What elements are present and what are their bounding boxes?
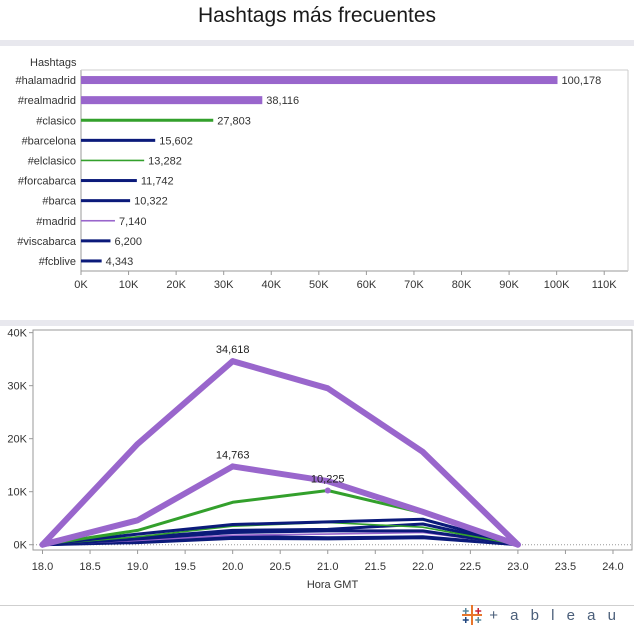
bar-x-tick-label: 110K [592,279,618,291]
bar-category-label: #elclasico [28,155,76,167]
bar-value-label: 100,178 [561,75,601,87]
section-divider-top [0,40,634,46]
line-series [41,522,520,547]
line-plot-frame [32,329,633,551]
bar-category-label: #clasico [36,115,76,127]
bar-x-tick-label: 60K [357,279,377,291]
bar-value-label: 7,140 [119,216,147,228]
line-y-tick-label: 30K [7,381,27,393]
line-x-axis-label: Hora GMT [307,579,359,591]
bar-x-tick-label: 100K [544,279,570,291]
bar-category-label: #realmadrid [18,95,76,107]
bar-value-label: 10,322 [134,196,168,208]
line-x-tick-label: 19.0 [127,561,148,573]
line-x-tick-label: 21.5 [365,561,386,573]
chart-title: Hashtags más frecuentes [197,4,437,27]
bar [81,259,102,263]
footer-rule [0,605,634,606]
bar-category-label: #fcblive [39,256,76,268]
bar-category-label: #barcelona [22,135,77,147]
bar-value-label: 38,116 [266,95,299,107]
line-x-tick-label: 19.5 [174,561,195,573]
line-annotation-label: 10,225 [311,473,345,485]
bar-value-label: 13,282 [148,155,182,167]
line-y-tick-label: 20K [7,434,27,446]
bar-value-label: 11,742 [141,176,174,188]
line-series [39,463,521,548]
bar-value-label: 15,602 [159,135,193,147]
line-x-tick-label: 23.5 [555,561,576,573]
bar-value-label: 4,343 [106,256,134,268]
tableau-wordmark: + a b l e a u [489,606,620,624]
bar-x-tick-label: 40K [261,279,281,291]
bar-x-tick-label: 80K [452,279,472,291]
bar [81,159,145,162]
bar [81,118,214,122]
line-annotation-point [324,487,331,494]
bar-category-label: #forcabarca [18,176,77,188]
bar [81,179,137,183]
bar [81,239,111,243]
line-annotation-label: 14,763 [216,449,250,461]
tableau-logo: + a b l e a u [461,604,620,626]
line-x-tick-label: 23.0 [507,561,528,573]
line-annotation-point [229,463,236,470]
bar-x-tick-label: 70K [404,279,424,291]
line-annotation-label: 34,618 [216,344,250,356]
line-x-tick-label: 18.0 [32,561,53,573]
bar [81,219,115,222]
line-series [39,358,521,548]
line-x-tick-label: 24.0 [602,561,623,573]
line-x-tick-label: 18.5 [79,561,100,573]
bar-value-label: 27,803 [217,115,251,127]
line-x-tick-label: 22.5 [460,561,481,573]
line-annotation-point [229,358,236,365]
line-y-tick-label: 10K [7,487,27,499]
line-y-tick-label: 40K [7,328,27,340]
bar [81,199,131,203]
bar [81,96,263,105]
line-x-tick-label: 21.0 [317,561,338,573]
bar-x-tick-label: 50K [309,279,329,291]
bar-x-tick-label: 90K [499,279,519,291]
line-series [41,534,520,547]
line-x-tick-label: 22.0 [412,561,433,573]
tableau-plus-icon [462,605,483,625]
bar-category-header: Hashtags [30,57,77,69]
line-y-tick-label: 0K [14,540,28,552]
bar-x-tick-label: 30K [214,279,234,291]
line-x-tick-label: 20.5 [269,561,290,573]
bar-x-tick-label: 10K [119,279,139,291]
bar [81,76,558,85]
bar-x-tick-label: 20K [166,279,186,291]
bar-category-label: #madrid [36,216,76,228]
bar-category-label: #barca [42,196,77,208]
bar-category-label: #halamadrid [15,75,76,87]
hashtag-bar-chart: Hashtags 0K 10K 20K 30K 40K 50K 60K 70K 80K 90K 100… [15,57,629,291]
bar-value-label: 6,200 [114,236,142,248]
bar-x-tick-label: 0K [74,279,88,291]
line-series [41,517,520,547]
bar [81,138,156,142]
section-divider-middle [0,320,634,326]
bar-category-label: #viscabarca [17,236,77,248]
line-x-tick-label: 20.0 [222,561,243,573]
